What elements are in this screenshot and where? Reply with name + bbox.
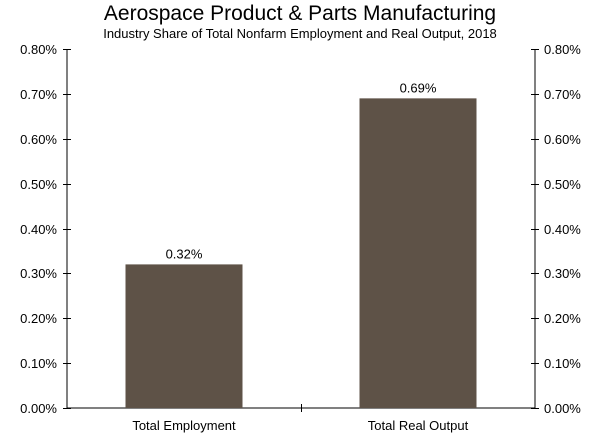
bar-total-employment bbox=[125, 264, 243, 408]
y-tick-label-left: 0.00% bbox=[20, 401, 57, 416]
y-tick-label-right: 0.70% bbox=[544, 87, 581, 102]
y-tick-label-right: 0.20% bbox=[544, 311, 581, 326]
y-tick-label-right: 0.60% bbox=[544, 132, 581, 147]
bar-total-real-output bbox=[359, 98, 477, 409]
y-tick-label-right: 0.50% bbox=[544, 177, 581, 192]
bars bbox=[125, 98, 477, 409]
chart-title: Aerospace Product & Parts Manufacturing bbox=[103, 2, 497, 25]
axes: 0.00% 0.00% 0.10% 0.10% 0.20% 0.20% 0.30% 0.30%… bbox=[20, 42, 581, 416]
y-tick-label-left: 0.20% bbox=[20, 311, 57, 326]
y-tick-label-left: 0.50% bbox=[20, 177, 57, 192]
y-tick-label-left: 0.60% bbox=[20, 132, 57, 147]
chart-subtitle: Industry Share of Total Nonfarm Employme… bbox=[103, 26, 497, 41]
x-category-label: Total Employment bbox=[132, 418, 236, 433]
y-tick-label-left: 0.40% bbox=[20, 222, 57, 237]
data-label: 0.32% bbox=[166, 246, 203, 261]
y-tick-label-right: 0.00% bbox=[544, 401, 581, 416]
y-tick-label-left: 0.10% bbox=[20, 356, 57, 371]
y-tick-label-right: 0.30% bbox=[544, 266, 581, 281]
x-category-label: Total Real Output bbox=[368, 418, 469, 433]
labels: 0.32% Total Employment 0.69% Total Real Out… bbox=[132, 80, 468, 433]
y-tick-label-right: 0.10% bbox=[544, 356, 581, 371]
data-label: 0.69% bbox=[400, 80, 437, 95]
y-tick-label-left: 0.80% bbox=[20, 42, 57, 57]
y-tick-label-right: 0.40% bbox=[544, 222, 581, 237]
y-tick-label-right: 0.80% bbox=[544, 42, 581, 57]
y-tick-label-left: 0.30% bbox=[20, 266, 57, 281]
y-tick-label-left: 0.70% bbox=[20, 87, 57, 102]
